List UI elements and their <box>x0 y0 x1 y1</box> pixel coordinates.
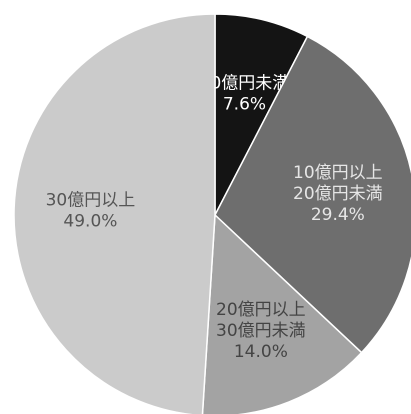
slice-value-label: 7.6% <box>223 94 266 114</box>
pie-slice <box>214 13 309 216</box>
slice-value-label: 49.0% <box>63 212 117 232</box>
slice-category-label: 20億円以上 30億円未満 <box>216 300 306 341</box>
pie-slice <box>201 213 363 414</box>
pie-slice <box>214 35 411 354</box>
slice-value-label: 29.4% <box>311 205 365 225</box>
slice-category-label: 10億円未満 <box>200 73 290 93</box>
slice-category-label: 10億円以上 20億円未満 <box>293 163 383 204</box>
slice-value-label: 14.0% <box>234 342 288 362</box>
slice-category-label: 30億円以上 <box>46 191 136 211</box>
pie-slice <box>13 13 216 414</box>
